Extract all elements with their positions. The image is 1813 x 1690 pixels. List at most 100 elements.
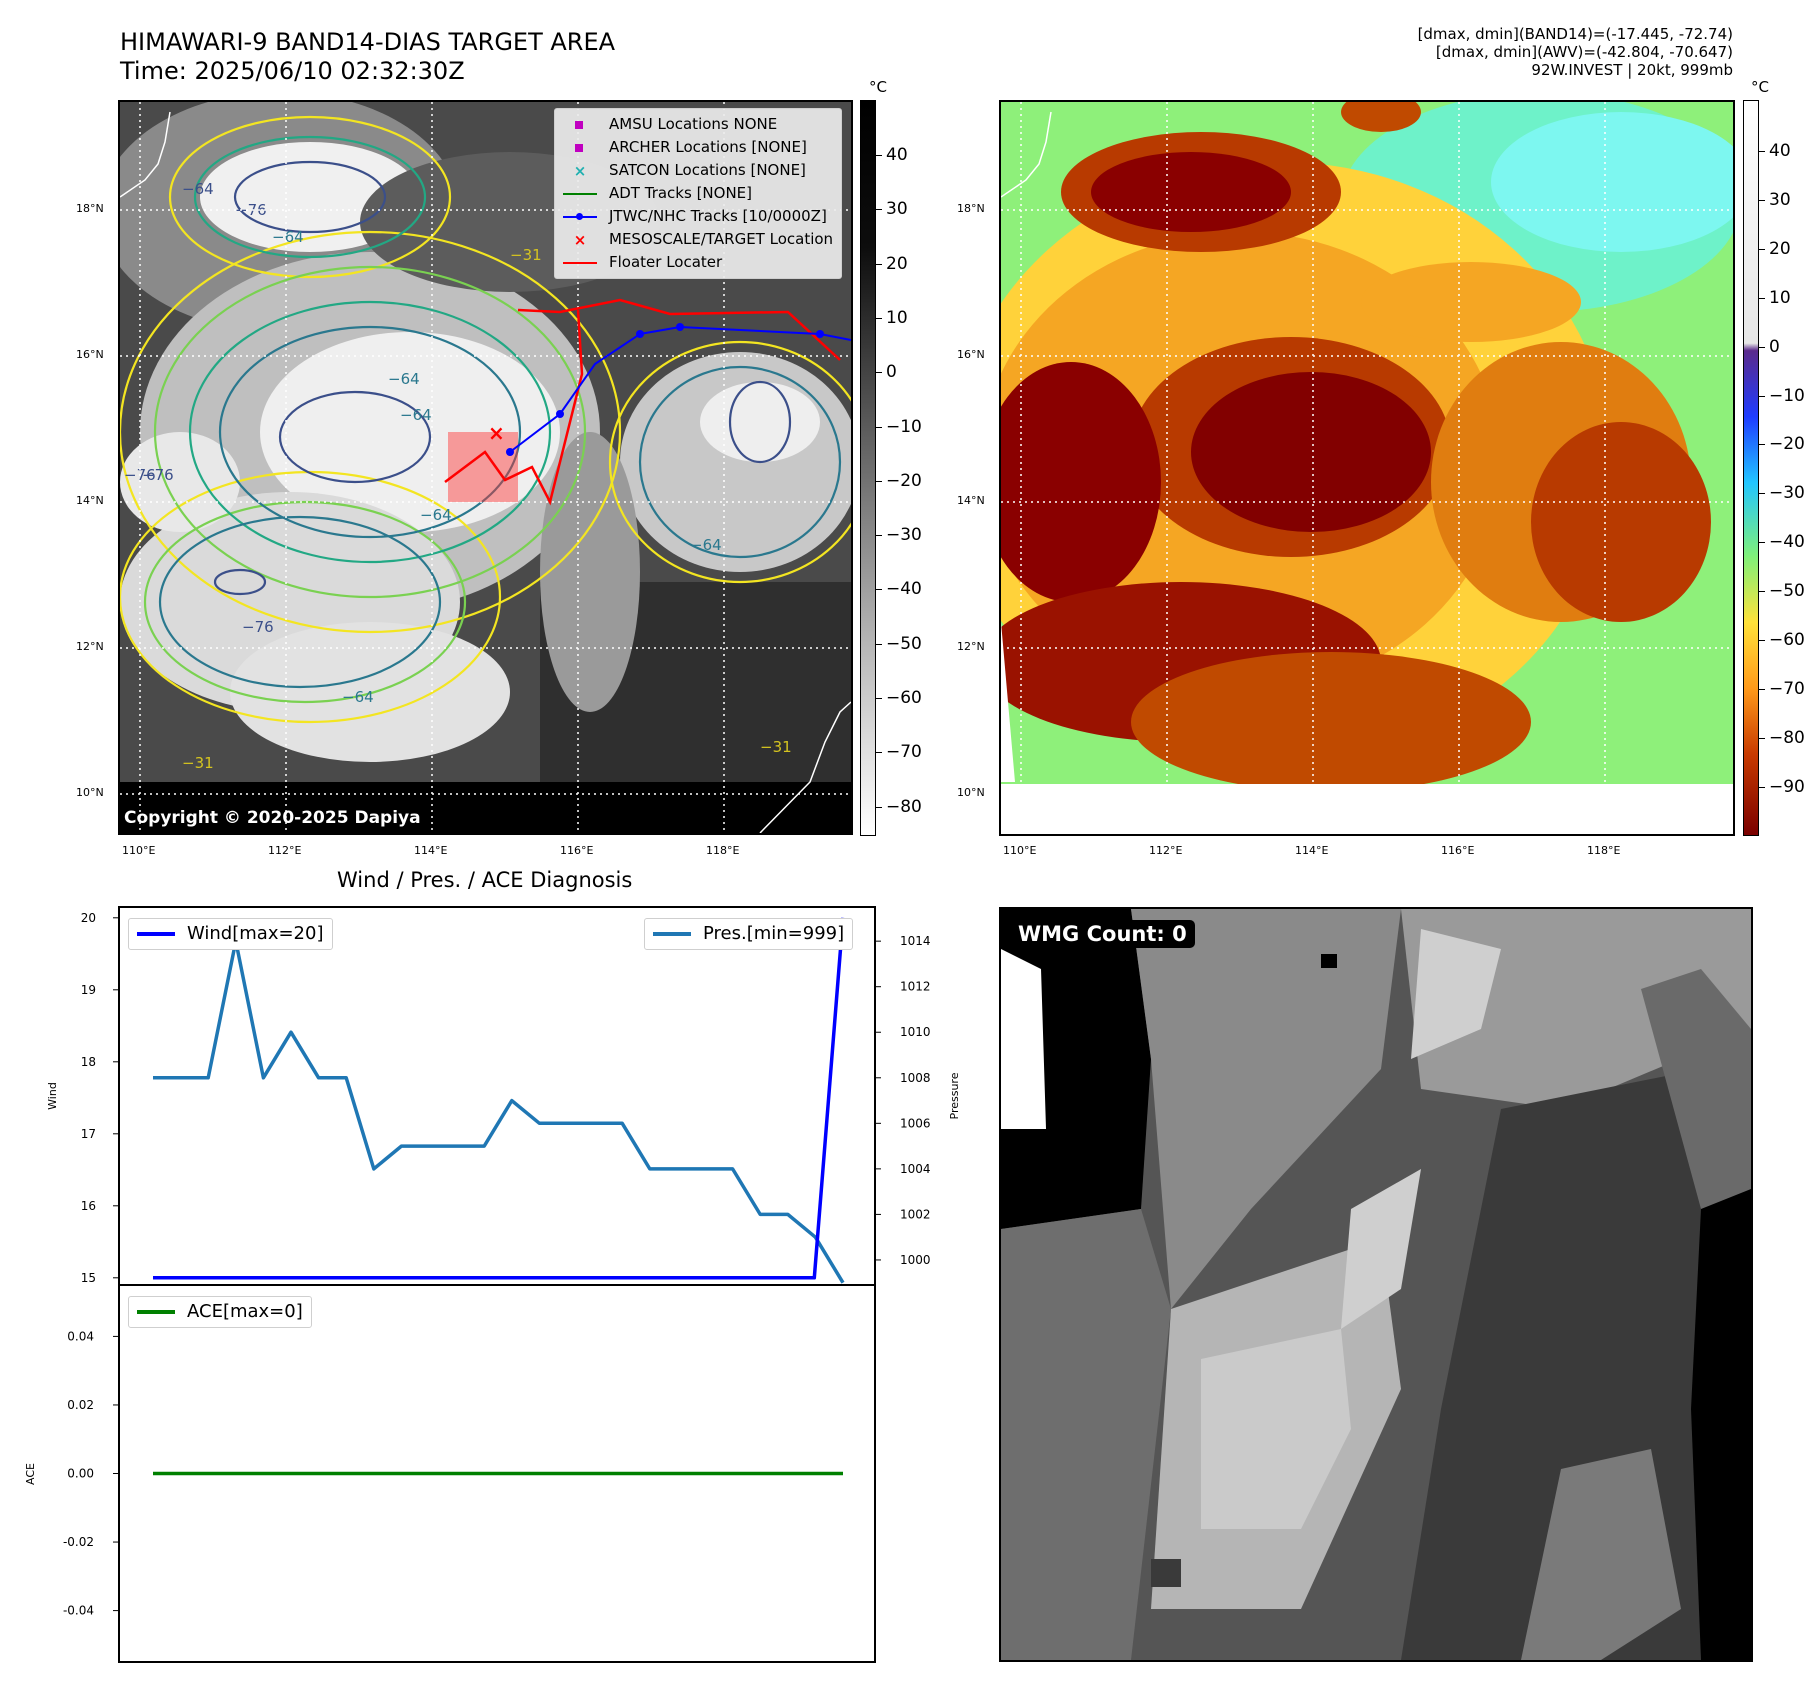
ace-tick-label: 0.00 [67, 1467, 94, 1481]
colorbar-tick [1759, 591, 1765, 593]
wind-tick-label: 18 [81, 1055, 96, 1069]
lat-label: 10°N [957, 786, 985, 799]
contour-label: −64 [400, 406, 432, 424]
colorbar-tick-label: −60 [1769, 630, 1805, 650]
colorbar-tick-label: −90 [1769, 776, 1805, 797]
legend-entry-floater: Floater Locater [563, 251, 833, 274]
lon-label: 118°E [706, 844, 740, 857]
colorbar-tick [876, 263, 882, 265]
colorbar-tick [1759, 786, 1765, 788]
colorbar-tick-label: −30 [1769, 483, 1805, 504]
colorbar-tick-label: −40 [886, 579, 922, 600]
wind-tick-label: 16 [81, 1199, 96, 1213]
svg-text:×: × [488, 421, 505, 445]
colorbar-tick-label: −40 [1769, 532, 1805, 553]
lat-label: 10°N [76, 786, 104, 799]
contour-label: −64 [388, 370, 420, 388]
pressure-axis-label: Pressure [948, 1072, 961, 1119]
colorbar-tick-label: −30 [886, 525, 922, 546]
diagnosis-title: Wind / Pres. / ACE Diagnosis [337, 868, 633, 892]
lon-label: 114°E [1295, 844, 1329, 857]
legend-entry-target: × MESOSCALE/TARGET Location [563, 228, 833, 251]
square-marker-icon [563, 117, 597, 133]
pressure-tick-label: 1000 [900, 1253, 931, 1267]
colorbar-tick-label: −50 [886, 633, 922, 654]
colorbar-tick [1759, 688, 1765, 690]
legend-label: Floater Locater [609, 253, 723, 271]
legend-label: MESOSCALE/TARGET Location [609, 230, 834, 248]
contour-label: −76 [142, 466, 174, 484]
legend-entry-amsu: AMSU Locations NONE [563, 113, 833, 136]
contour-label: −64 [342, 688, 374, 706]
pressure-legend: Pres.[min=999] [644, 918, 854, 950]
colorbar-tick-label: −10 [1769, 385, 1805, 406]
map-legend: AMSU Locations NONE ARCHER Locations [NO… [554, 108, 843, 279]
line-marker-icon [563, 255, 597, 271]
pressure-tick-label: 1002 [900, 1207, 931, 1221]
colorbar-tick [1759, 151, 1765, 152]
colorbar-tick-label: 0 [1769, 336, 1780, 357]
colorbar-tick-label: −10 [886, 416, 922, 437]
lon-label: 112°E [1149, 844, 1183, 857]
info-line-2: [dmax, dmin](AWV)=(-42.804, -70.647) [1435, 43, 1733, 61]
x-marker-icon: × [573, 161, 587, 180]
legend-entry-satcon: × SATCON Locations [NONE] [563, 159, 833, 182]
info-line-3: 92W.INVEST | 20kt, 999mb [1531, 61, 1733, 79]
pressure-tick-label: 1004 [900, 1162, 931, 1176]
colorbar-tick [1759, 737, 1765, 739]
colorbar-tick [1759, 640, 1765, 641]
lat-label: 12°N [957, 640, 985, 653]
line-dot-marker-icon [563, 209, 597, 225]
lon-label: 110°E [1003, 844, 1037, 857]
wind-tick-label: 20 [81, 911, 96, 925]
grayscale-colorbar [860, 100, 876, 836]
awv-map-panel [999, 100, 1735, 836]
colorbar-tick-label: 0 [886, 362, 897, 383]
pressure-swatch [653, 932, 691, 936]
colorbar-tick [1759, 542, 1765, 544]
colorbar-tick-label: 10 [1769, 287, 1791, 308]
colorbar-tick-label: −60 [886, 688, 922, 708]
lat-label: 16°N [76, 348, 104, 361]
ir-map-panel: −64 −76 −64 −31 −64 −76 −64 −76 −64 −76 … [118, 100, 853, 835]
colorbar-tick-label: 20 [1769, 238, 1791, 259]
wind-series-line [153, 917, 845, 1280]
wmg-panel [999, 907, 1753, 1662]
lat-label: 18°N [957, 202, 985, 215]
legend-label: SATCON Locations [NONE] [609, 161, 806, 179]
colorbar-tick [876, 806, 882, 808]
info-line-1: [dmax, dmin](BAND14)=(-17.445, -72.74) [1417, 25, 1733, 43]
ace-axis-label: ACE [24, 1463, 37, 1485]
ir-map-imagery: −64 −76 −64 −31 −64 −76 −64 −76 −64 −76 … [120, 102, 851, 833]
colorbar-tick-label: 30 [886, 199, 908, 220]
ace-tick-label: 0.02 [67, 1398, 94, 1412]
copyright-text: Copyright © 2020-2025 Dapiya [124, 808, 421, 828]
colorbar-tick [876, 752, 882, 754]
title-line-2: Time: 2025/06/10 02:32:30Z [120, 57, 465, 85]
colorbar-tick-label: 10 [886, 307, 908, 328]
pressure-tick-label: 1008 [900, 1071, 931, 1085]
wmg-imagery [1001, 909, 1751, 1660]
colorbar-tick [876, 209, 882, 211]
colorbar-tick [876, 480, 882, 482]
lat-label: 16°N [957, 348, 985, 361]
ace-tick-label: -0.04 [63, 1604, 94, 1618]
contour-label: −76 [235, 201, 267, 219]
lon-label: 114°E [414, 844, 448, 857]
colorbar-tick [1759, 199, 1765, 201]
lon-label: 112°E [268, 844, 302, 857]
legend-label: ARCHER Locations [NONE] [609, 138, 807, 156]
wind-tick-label: 17 [81, 1127, 96, 1141]
wmg-count-badge: WMG Count: 0 [1010, 920, 1195, 948]
x-marker-icon: × [573, 230, 587, 249]
legend-entry-archer: ARCHER Locations [NONE] [563, 136, 833, 159]
colorbar-tick [1759, 493, 1765, 495]
colorbar-tick [1759, 297, 1765, 299]
awv-map-imagery [1001, 102, 1733, 834]
lat-label: 12°N [76, 640, 104, 653]
legend-label: JTWC/NHC Tracks [10/0000Z] [609, 207, 827, 225]
wind-swatch [137, 932, 175, 936]
wind-tick-label: 19 [81, 983, 96, 997]
contour-label: −64 [272, 228, 304, 246]
ace-legend-label: ACE[max=0] [187, 1301, 303, 1322]
